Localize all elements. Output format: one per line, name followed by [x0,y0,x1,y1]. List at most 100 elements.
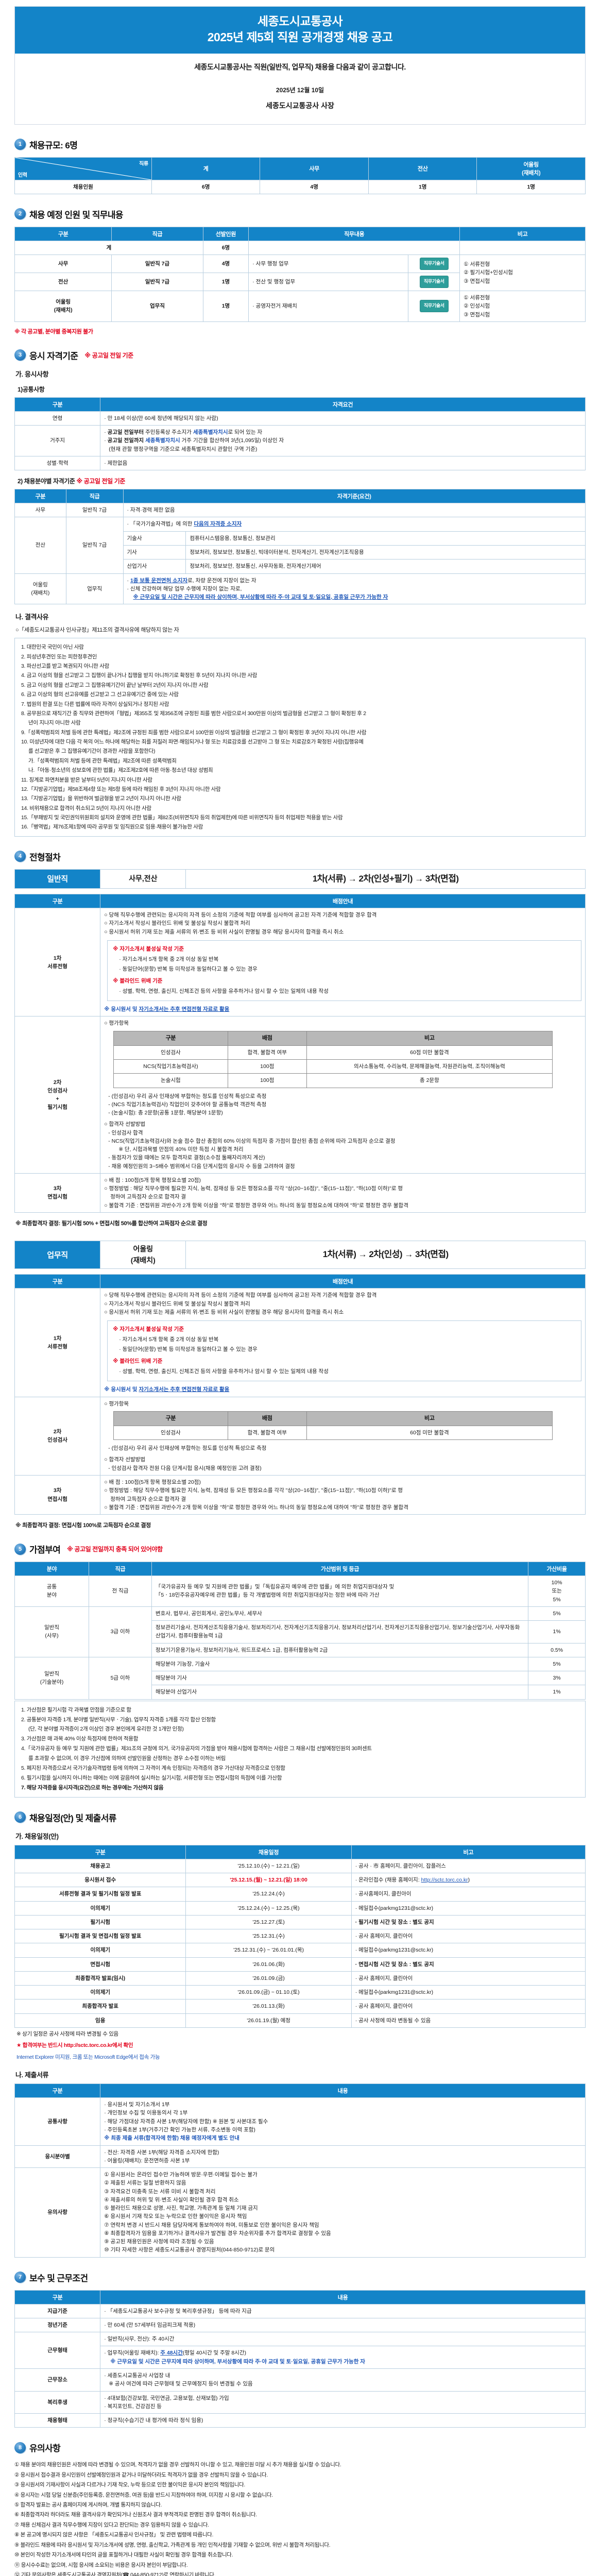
table-row: 채용공고 '25.12.10.(수) ~ 12.21.(일) · 공사 · 市 … [14,1858,586,1873]
list-item: 13.「지방공기업법」을 위반하여 벌금형을 받고 2년이 지나지 아니한 사람 [21,795,181,802]
doc-line: ⑩ 기타 자세한 사항은 세종도시교통공사 경영지원처(044-850-9712… [104,2247,275,2253]
schedule-date: '25.12.31.(수) ~ '26.01.01.(목) [185,1943,352,1958]
col-gubun: 구분 [14,1274,101,1289]
insincere-criteria-item: · 동일단어(문항) 반복 등 미작성과 동일하다고 볼 수 있는 경우 [119,966,258,973]
table-row: 이의제기 '25.12.31.(수) ~ '26.01.01.(목) · 메일접… [14,1943,586,1958]
schedule-date: '26.01.09.(금) [185,1971,352,1986]
table-row: NCS(직업기초능력검사) 100점 의사소통능력, 수리능력, 문제해결능력,… [113,1059,553,1074]
remark-step-1: ① 서류전형 [464,261,490,268]
cell-grade-jeonsan: 일반직 7급 [65,517,124,574]
list-item: ④ 응시자는 시험 당일 신분증(주민등록증, 운전면허증, 여권 등)을 반드… [14,2492,273,2498]
list-item: ⑦ 채용 신체검사 결과 직무수행에 지장이 있다고 판단되는 경우 임용하지 … [14,2521,209,2528]
schedule-table: 구분 채용일정 비고 채용공고 '25.12.10.(수) ~ 12.21.(일… [14,1844,586,2028]
rate-line2: 또는 [552,1588,562,1595]
comp-content-worktype-1: · 일반직(사무, 전산): 주 40시간 [100,2332,586,2347]
schedule-date: '25.12.24.(수) [185,1887,352,1902]
doc-label-common: 공통사항 [14,2097,101,2146]
section-5-title: 가점부여 [29,1545,61,1555]
table-row: 어울링 (재배치) 업무직 1명 · 공영자전거 재배치 직무기술서 ① 서류전… [14,291,586,322]
col-jeonsan: 전산 [368,157,477,180]
subsection-documents: 나. 제출서류 [15,2071,49,2079]
list-item: 5. 폐지된 자격증으로서 국가기술자격법령 등에 의하여 그 자격이 계속 인… [21,1765,285,1772]
benefit-line: · 4대보험(건강보험, 국민연금, 고용보험, 산재보험) 가입 [104,2395,229,2401]
section-number-badge: 2 [14,208,26,220]
disqualification-list: 1. 대한민국 국민이 아닌 사람 2. 피성년후견인 또는 피한정후견인 3.… [21,642,579,832]
schedule-note: · 공사홈페이지, 클린아이 [351,1887,586,1902]
cell-stage1-content: ○ 당해 직무수행에 관련되는 응시자의 자격 등이 소정의 기준에 적합 여부… [100,1288,586,1397]
eomujik-scoring-table: 구분 배점안내 1차 서류전형 ○ 당해 직무수행에 관련되는 응시자의 자격 … [14,1274,586,1515]
cell-grade-samu: 일반직 7급 [65,503,124,518]
table-row: 해당분야 산업기사 1% [15,1685,586,1700]
schedule-label: 임용 [14,2013,186,2028]
recruitment-site-link[interactable]: http://sctc.torc.co.kr [421,1876,468,1883]
diagonal-line-icon [15,158,151,180]
schedule-note: · 면접시험 시간 및 장소 : 별도 공지 [351,1957,586,1972]
eval-name-ncs: NCS(직업기초능력검사) [113,1059,228,1074]
location-note: ※ 공사 여건에 따라 근무형태 및 근무예정지 등이 변경될 수 있음 [109,2381,253,2387]
remark-step-2: ② 필기시험+인성시험 [464,269,513,276]
cell-tech-rate-2: 3% [528,1671,586,1686]
schedule-note: · 공사 홈페이지, 클린아이 [351,1999,586,2014]
stage3-line: ○ 평정방법 : 해당 직무수행에 필요한 지식, 능력, 잠재성 등 모든 평… [104,1487,403,1494]
comp-label-location: 근무장소 [14,2368,101,2392]
tail-emphasis: 자기소개서는 추후 면접전형 자료로 활용 [139,1386,230,1393]
doc-line: · 어울링(재배치): 운전면허증 사본 1부 [104,2157,190,2164]
eomujik-flow: 1차(서류) → 2차(인성) → 3차(면접) [185,1240,586,1269]
recruitment-scale-table: 직류 인력 계 사무 전산 어울링 (재배치) 채용인원 6명 4명 1명 1명 [14,157,586,194]
job-description-button[interactable]: 직무기술서 [419,258,449,270]
table-row: 사무 일반직 7급 4명 · 사무 행정 업무 직무기술서 ① 서류전형 ② 필… [14,255,586,292]
eval-points-personality: 합격, 불합격 여부 [227,1425,307,1440]
list-item: ⑨ 블라인드 채용에 따라 응시원서 및 자기소개서에 성명, 연령, 출신학교… [14,2541,331,2548]
comp-label-retirement: 정년기준 [14,2317,101,2333]
schedule-label: 응시원서 접수 [14,1872,186,1888]
cell-stage2-content: ○ 평가항목 구분 배점 비고 인성검사 합격, 불합격 여부 60점 미만 불… [100,1016,586,1174]
cell-qual-eoulling: · 1종 보통 운전면허 소지자로, 차량 운전에 지장이 없는 자 · 신체 … [123,573,586,605]
title-banner: 세종도시교통공사 2025년 제5회 직원 공개경쟁 채용 공고 세종도시교통공… [14,6,586,125]
section-5-header: 5 가점부여 ※ 공고일 전일까지 충족 되어 있어야함 [14,1543,586,1555]
stage3-line1: 3차 [53,1185,62,1192]
row-label-headcount: 채용인원 [14,179,152,194]
comp-label-payment: 지급기준 [14,2303,101,2318]
stage3-line-cont: 정하여 고득점자 순으로 합격자 결 [110,1194,186,1200]
subsection-application-requirements: 가. 응시사항 [15,370,49,378]
job-description-button[interactable]: 직무기술서 [419,300,449,313]
table-row: 최종합격자 발표 '26.01.13.(화) · 공사 홈페이지, 클린아이 [14,1999,586,2014]
common-field-line1: 공통 [46,1584,57,1590]
worktype-hours: 주 48시간 [160,2350,183,2357]
schedule-note-with-link: · 온라인접수 (채용 홈페이지: http://sctc.torc.co.kr… [351,1872,586,1888]
list-item: 3. 가산점은 매 과목 40% 이상 득점자에 한하여 적용함 [21,1736,139,1742]
blind-criteria-item: · 성별, 학력, 연령, 출신지, 신체조건 등의 사항을 유추하거나 암시 … [119,988,329,995]
section-4-header: 4 전형절차 [14,850,586,863]
stage2-line2: 인성검사 [47,1437,67,1444]
stage2-selection-heading: ○ 합격자 선발방법 [104,1121,145,1128]
bonus-notes-list: 1. 가산점은 필기시험 각 과목별 만점을 기준으로 함 2. 공통분야 자격… [21,1705,579,1793]
stage1-line2: 서류전형 [47,1343,67,1350]
cert-grade-saneopgisa: 산업기사 [123,559,186,574]
stage1-line: ○ 응시원서 허위 기재 또는 제출 서류의 위·변조 등 비위 사실이 판명될… [104,928,344,935]
cell-field-samu: 사무 [14,503,66,518]
doc-line: · 개인정보 수집 및 이용동의서 각 1부 [104,2110,188,2116]
doc-content-common: · 응시원서 및 자기소개서 1부 · 개인정보 수집 및 이용동의서 각 1부… [100,2097,586,2146]
posting-date: 2025년 12월 10일 [276,86,324,94]
ilbanjik-flow: 1차(서류) → 2차(인성+필기) → 3차(면접) [185,869,586,889]
table-row-stage2: 2차 인성검사 + 필기시험 ○ 평가항목 구분 배점 비고 인성검사 [14,1016,586,1174]
cell-common-field: 공통 분야 [14,1575,90,1607]
schedule-date: '25.12.24.(수) ~ 12.25.(목) [185,1901,352,1916]
subsection-field-label: 2) 채용분야별 자격기준 [18,478,75,485]
table-row: 필기시험 결과 및 면접시험 일정 발표 '25.12.31.(수) · 공사 … [14,1929,586,1944]
schedule-note: · 공사 사정에 따라 변동될 수 있음 [351,2013,586,2028]
section-8-title: 유의사항 [29,2444,61,2454]
job-description-button[interactable]: 직무기술서 [419,276,449,289]
table-row: 어울링 (재배치) 업무직 · 1종 보통 운전면허 소지자로, 차량 운전에 … [14,573,586,605]
cautions-list: ① 채용 분야의 채용인원은 사정에 따라 변경될 수 있으며, 적격자가 없을… [14,2460,586,2576]
table-row: 채용형태 · 정규직(수습기간 내 평가에 따라 정식 임용) [14,2413,586,2428]
list-item-cont: 를 선고받은 후 그 집행유예기간이 경과한 사람을 포함한다) [28,748,156,755]
qual-lead-text: · 「국가기술자격법」에 의한 [127,521,194,528]
col-points: 배점 [227,1411,307,1426]
residence-text-1: 주민등록상 주소지가 [144,429,193,436]
cell-total-duty [248,240,460,256]
comp-content-retirement: · 만 60세 (만 57세부터 임금피크제 적용) [100,2317,586,2333]
eval-name-personality: 인성검사 [113,1425,228,1440]
cell-remark-eoulling: ① 서류전형 ② 인성시험 ③ 면접시험 [459,291,586,322]
stage1-criteria-box: ※ 자기소개서 불성실 작성 기준 · 자기소개서 5개 항목 중 2개 이상 … [107,940,581,1002]
